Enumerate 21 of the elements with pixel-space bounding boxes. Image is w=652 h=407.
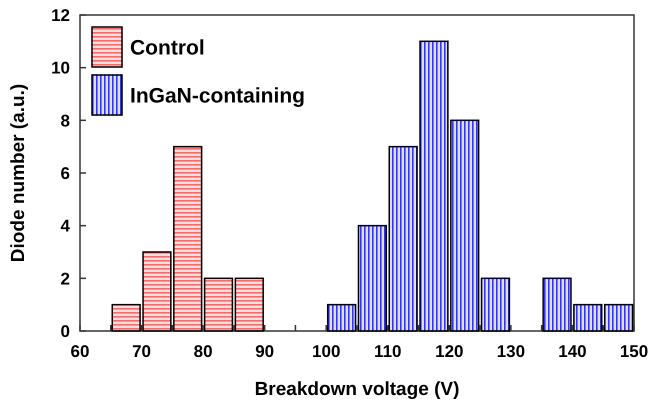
legend-label: Control: [130, 36, 205, 60]
y-tick-label: 0: [60, 322, 70, 341]
x-tick-label: 100: [312, 342, 340, 361]
x-tick-label: 140: [558, 342, 587, 361]
x-tick-label: 60: [70, 342, 90, 361]
y-tick-label: 10: [51, 58, 70, 78]
y-axis-title: Diode number (a.u.): [8, 84, 29, 262]
y-tick-label: 4: [60, 216, 71, 236]
x-tick-label: 80: [194, 342, 213, 361]
y-tick-label: 6: [60, 164, 70, 183]
x-tick-label: 120: [435, 342, 464, 361]
x-axis-title: Breakdown voltage (V): [254, 379, 460, 400]
y-tick-label: 8: [60, 111, 70, 130]
x-tick-label: 90: [255, 342, 274, 361]
x-tick-label: 150: [620, 342, 648, 361]
y-tick-label: 2: [60, 269, 70, 288]
x-tick-label: 110: [374, 342, 402, 361]
x-tick-label: 70: [132, 342, 152, 361]
y-tick-label: 12: [51, 6, 70, 25]
legend-label: InGaN-containing: [130, 84, 305, 108]
x-tick-label: 130: [496, 342, 526, 361]
